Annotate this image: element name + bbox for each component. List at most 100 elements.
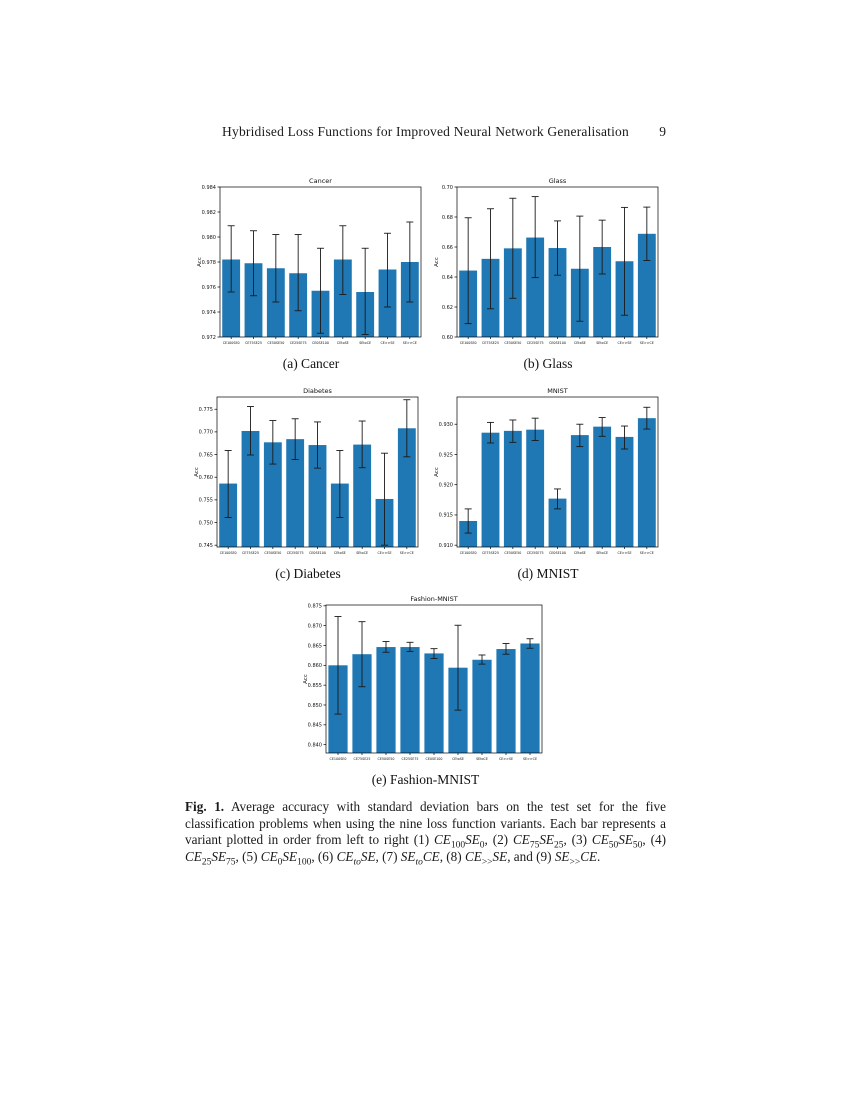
y-tick-label: 0.978 — [202, 260, 216, 266]
x-tick-label: CE100SE0 — [223, 341, 240, 345]
y-tick-label: 0.875 — [308, 604, 322, 610]
chart-title: Fashion-MNIST — [410, 595, 457, 603]
y-tick-label: 0.60 — [442, 335, 453, 341]
bar — [472, 659, 492, 753]
y-tick-label: 0.976 — [202, 285, 216, 291]
bar — [397, 428, 416, 547]
bar — [263, 442, 282, 547]
y-tick-label: 0.910 — [439, 543, 453, 549]
bar — [593, 426, 612, 547]
x-tick-label: CE25SE75 — [402, 757, 419, 761]
x-tick-label: CE>>SE — [380, 341, 394, 345]
x-tick-label: CE>>SE — [499, 757, 513, 761]
page-number: 9 — [659, 124, 666, 139]
y-tick-label: 0.765 — [199, 452, 213, 458]
x-tick-label: SE>>CE — [640, 341, 654, 345]
y-tick-label: 0.66 — [442, 245, 453, 251]
chart-title: Glass — [549, 177, 567, 185]
y-tick-label: 0.850 — [308, 703, 322, 709]
bar — [244, 263, 263, 337]
x-tick-label: CE75SE25 — [482, 341, 499, 345]
chart-glass: Glass Acc 0.60 0.62 0.64 0.66 0.68 0.70 CE100SE0… — [434, 177, 659, 345]
subcaption-glass: (b) Glass — [523, 356, 573, 371]
panel-mnist: MNIST Acc 0.910 0.915 0.920 0.925 0.930 CE100SE… — [430, 386, 666, 582]
chart-title: Diabetes — [303, 387, 332, 395]
bar — [520, 643, 540, 753]
chart-mnist: MNIST Acc 0.910 0.915 0.920 0.925 0.930 CE100SE… — [434, 387, 659, 555]
x-tick-label: SE>>CE — [400, 551, 414, 555]
y-tick-label: 0.925 — [439, 452, 453, 458]
x-tick-label: CE75SE25 — [354, 757, 371, 761]
x-tick-label: CE0SE100 — [549, 551, 566, 555]
y-tick-label: 0.974 — [202, 310, 216, 316]
bar — [333, 259, 352, 337]
y-axis-label: Acc — [434, 257, 440, 267]
bar — [424, 653, 444, 753]
running-head: Hybridised Loss Functions for Improved N… — [185, 124, 666, 140]
bar — [637, 233, 656, 337]
x-tick-label: CE0SE100 — [309, 551, 326, 555]
y-tick-label: 0.855 — [308, 683, 322, 689]
y-tick-label: 0.750 — [199, 520, 213, 526]
x-tick-label: CEtoSE — [334, 551, 346, 555]
bar — [376, 647, 396, 753]
x-tick-label: SEtoCE — [596, 341, 608, 345]
bar — [615, 436, 634, 547]
x-tick-label: SE>>CE — [640, 551, 654, 555]
x-tick-label: SE>>CE — [403, 341, 417, 345]
bar — [570, 435, 589, 547]
x-tick-label: CE75SE25 — [482, 551, 499, 555]
y-tick-label: 0.865 — [308, 643, 322, 649]
y-tick-label: 0.745 — [199, 543, 213, 549]
subcaption-cancer: (a) Cancer — [282, 356, 340, 371]
x-tick-label: CEtoSE — [574, 341, 586, 345]
y-tick-label: 0.870 — [308, 623, 322, 629]
y-tick-label: 0.860 — [308, 663, 322, 669]
chart-title: Cancer — [309, 177, 332, 185]
y-tick-label: 0.982 — [202, 210, 216, 216]
x-tick-label: CE100SE0 — [220, 551, 237, 555]
bar — [548, 498, 567, 547]
bar — [526, 237, 545, 337]
y-tick-label: 0.70 — [442, 185, 453, 191]
bar — [548, 248, 567, 337]
bar — [593, 247, 612, 337]
plot-frame — [456, 396, 659, 548]
y-axis-label: Acc — [194, 467, 200, 477]
bar — [637, 418, 656, 547]
bar — [266, 268, 285, 337]
x-tick-label: SEtoCE — [596, 551, 608, 555]
x-tick-label: CE25SE75 — [290, 341, 307, 345]
y-axis-label: Acc — [303, 674, 309, 684]
figure-caption-text: Average accuracy with standard deviation… — [185, 799, 666, 868]
x-tick-label: CE>>SE — [617, 551, 631, 555]
bar — [496, 649, 516, 753]
y-axis-label: Acc — [434, 467, 440, 477]
y-tick-label: 0.840 — [308, 742, 322, 748]
plot-frame — [216, 396, 419, 548]
y-tick-label: 0.62 — [442, 305, 453, 311]
x-tick-label: CE50SE50 — [264, 551, 281, 555]
x-tick-label: CE75SE25 — [242, 551, 259, 555]
x-tick-label: CE75SE25 — [245, 341, 262, 345]
y-tick-label: 0.980 — [202, 235, 216, 241]
plot-frame — [219, 186, 422, 338]
x-tick-label: CEtoSE — [574, 551, 586, 555]
chart-cancer: Cancer Acc 0.972 0.974 0.976 0.978 0.980 0.982 0… — [197, 177, 422, 345]
y-tick-label: 0.930 — [439, 422, 453, 428]
chart-fashion-mnist: Fashion-MNIST Acc 0.840 0.845 0.850 0.855 0.86… — [303, 595, 543, 761]
figure-caption-label: Fig. 1. — [185, 799, 225, 814]
y-tick-label: 0.845 — [308, 723, 322, 729]
x-tick-label: SEtoCE — [359, 341, 371, 345]
y-tick-label: 0.972 — [202, 335, 216, 341]
x-tick-label: CE25SE75 — [287, 551, 304, 555]
y-tick-label: 0.984 — [202, 185, 216, 191]
x-tick-label: CE100SE0 — [460, 341, 477, 345]
bar — [222, 259, 241, 337]
x-tick-label: CE50SE50 — [378, 757, 395, 761]
x-tick-label: CE50SE50 — [267, 341, 284, 345]
x-tick-label: CE100SE0 — [330, 757, 347, 761]
subcaption-fashion-mnist: (e) Fashion-MNIST — [371, 772, 480, 787]
panel-glass: Glass Acc 0.60 0.62 0.64 0.66 0.68 0.70 CE100SE0… — [430, 176, 666, 372]
